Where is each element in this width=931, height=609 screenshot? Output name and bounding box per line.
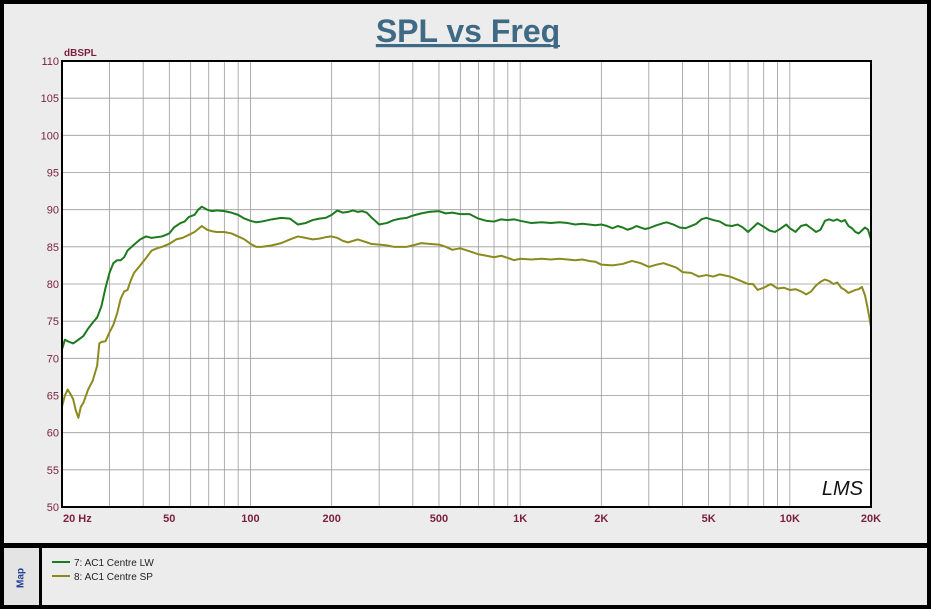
legend-item-lw[interactable]: 7: AC1 Centre LW: [52, 558, 154, 570]
y-tick-label: 50: [47, 502, 59, 514]
x-tick-label: 10K: [780, 513, 800, 525]
y-tick-label: 65: [47, 391, 59, 403]
y-tick-label: 80: [47, 279, 59, 291]
x-tick-label: 1K: [513, 513, 527, 525]
y-tick-label: 60: [47, 428, 59, 440]
y-tick-label: 85: [47, 242, 59, 254]
plot-border: [61, 60, 872, 508]
y-tick-label: 110: [41, 56, 59, 68]
legend-swatch-sp: [52, 575, 70, 578]
x-tick-label: 200: [322, 513, 340, 525]
x-tick-label: 20 Hz: [63, 513, 92, 525]
y-tick-label: 105: [41, 93, 59, 105]
chart-panel: SPL vs Freq 50 55 60 65 70 75 80 85 90 95 100 105 110…: [4, 4, 927, 543]
panel-divider: [0, 543, 931, 548]
legend-item-sp[interactable]: 8: AC1 Centre SP: [52, 572, 153, 584]
chart-title: SPL vs Freq: [376, 13, 560, 49]
y-axis-label: dBSPL: [64, 48, 97, 59]
y-tick-label: 70: [47, 353, 59, 365]
x-tick-label: 500: [430, 513, 448, 525]
x-tick-label: 20K: [861, 513, 881, 525]
series-line-sp: [61, 225, 872, 419]
x-tick-label: 2K: [594, 513, 608, 525]
legend-label-sp: 8: AC1 Centre SP: [74, 572, 153, 583]
y-tick-label: 100: [41, 130, 59, 142]
lms-watermark: LMS: [822, 478, 864, 500]
legend-label-lw: 7: AC1 Centre LW: [74, 558, 154, 569]
y-tick-label: 90: [47, 205, 59, 217]
y-tick-label: 55: [47, 465, 59, 477]
y-tick-label: 75: [47, 316, 59, 328]
x-tick-label: 100: [241, 513, 259, 525]
x-tick-label: 50: [163, 513, 175, 525]
map-tab-label: Map: [15, 568, 27, 588]
series-line-lw: [61, 205, 872, 350]
x-tick-label: 5K: [702, 513, 716, 525]
y-tick-label: 95: [47, 168, 59, 180]
legend-swatch-lw: [52, 561, 70, 564]
legend-panel: Map 7: AC1 Centre LW 8: AC1 Centre SP: [4, 548, 927, 605]
map-tab[interactable]: Map: [4, 548, 42, 605]
spl-chart: SPL vs Freq 50 55 60 65 70 75 80 85 90 95 100 105 110…: [41, 13, 882, 525]
